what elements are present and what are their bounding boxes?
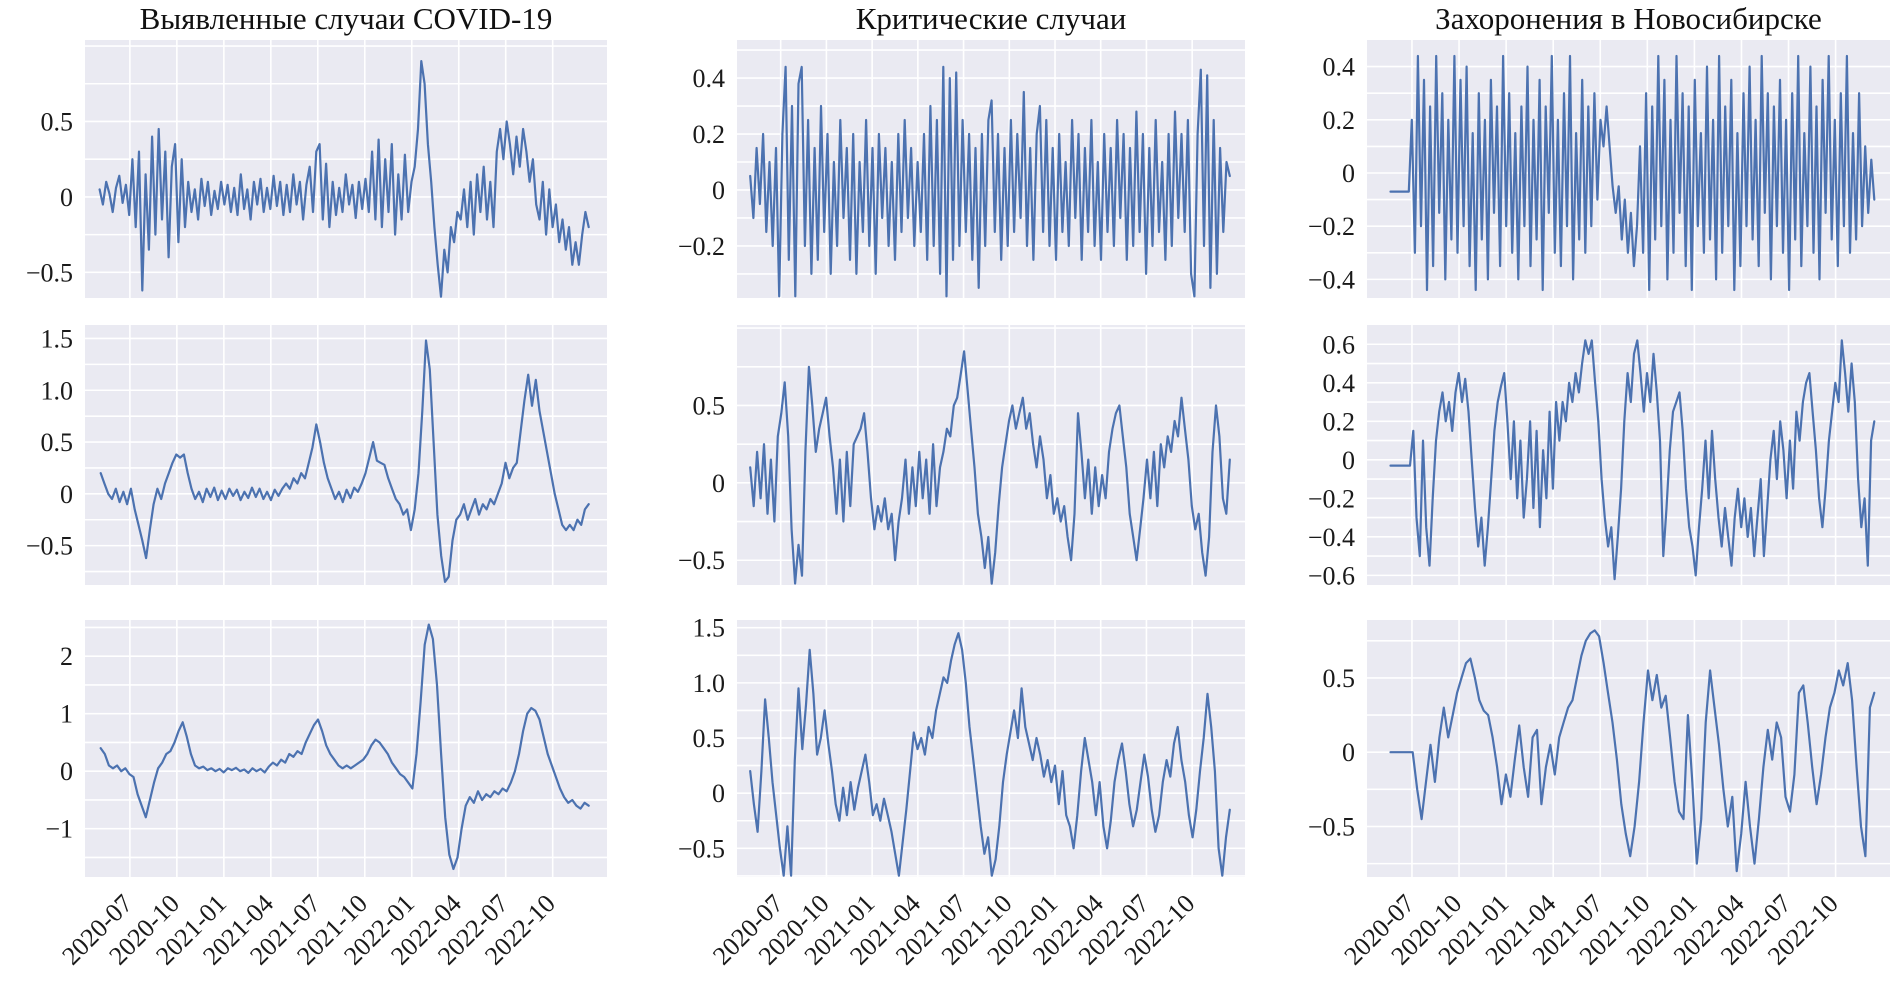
axes-background	[737, 620, 1245, 877]
y-tick-labels: 0.4 0.2 0 −0.2	[678, 64, 725, 261]
svg-text:0.5: 0.5	[693, 391, 726, 420]
axes-background	[85, 620, 607, 877]
time-series-line	[99, 623, 590, 871]
axes-background	[85, 325, 607, 585]
svg-text:−0.5: −0.5	[678, 546, 725, 575]
svg-text:1.0: 1.0	[693, 669, 726, 698]
svg-text:−0.5: −0.5	[26, 532, 73, 561]
svg-text:−1: −1	[45, 815, 73, 844]
grid-lines	[85, 620, 607, 877]
svg-text:0.2: 0.2	[1323, 407, 1356, 436]
svg-text:0.2: 0.2	[1323, 106, 1356, 135]
plot-critical-row3: 1.5 1.0 0.5 0 −0.5	[607, 614, 1245, 877]
grid-lines	[85, 40, 607, 298]
svg-text:0.5: 0.5	[1323, 664, 1356, 693]
svg-text:−0.2: −0.2	[1308, 484, 1355, 513]
svg-text:0: 0	[712, 779, 725, 808]
svg-text:0: 0	[712, 469, 725, 498]
y-tick-labels: 0.6 0.4 0.2 0 −0.2 −0.4 −0.6	[1308, 330, 1355, 590]
plot-burials-row3: 0.5 0 −0.5	[1245, 620, 1890, 877]
x-tick-labels: 2020-072020-102021-012021-042021-072021-…	[1338, 889, 1843, 971]
svg-text:1: 1	[60, 700, 73, 729]
plot-burials-row1: 0.4 0.2 0 −0.2 −0.4	[1245, 40, 1890, 298]
x-axis-critical: 2020-07 2020-10 2021-01 2021-04 2021-07 2021-…	[707, 877, 1245, 990]
svg-text:−0.4: −0.4	[1308, 523, 1355, 552]
svg-text:0: 0	[1342, 159, 1355, 188]
svg-text:0: 0	[60, 480, 73, 509]
panel-title-burials: Захоронения в Новосибирске	[1435, 1, 1822, 36]
svg-text:2: 2	[60, 642, 73, 671]
x-tick-labels: 2020-072020-102021-012021-042021-072021-…	[56, 889, 561, 971]
svg-text:1.0: 1.0	[41, 376, 74, 405]
y-tick-labels: 2 1 0 −1	[45, 642, 73, 843]
plot-critical-row2: 0.5 0 −0.5	[607, 325, 1245, 585]
y-tick-labels: 1.5 1.0 0.5 0 −0.5	[678, 614, 725, 864]
svg-text:0.5: 0.5	[41, 428, 74, 457]
axes-background	[1367, 325, 1890, 585]
x-axis-cases: 2020-07 2020-10 2021-01 2021-04 2021-07 2021-…	[56, 877, 607, 990]
svg-text:1.5: 1.5	[41, 324, 74, 353]
time-series-line	[1389, 54, 1876, 292]
svg-text:0: 0	[1342, 446, 1355, 475]
time-series-line	[1389, 339, 1876, 581]
svg-text:−0.2: −0.2	[678, 232, 725, 261]
svg-text:0: 0	[1342, 738, 1355, 767]
x-tick-labels: 2020-072020-102021-012021-042021-072021-…	[707, 889, 1200, 971]
axes-background	[737, 325, 1245, 585]
plot-cases-row3: 2 1 0 −1	[0, 620, 607, 877]
svg-text:0: 0	[60, 757, 73, 786]
y-tick-labels: 1.5 1.0 0.5 0 −0.5	[26, 324, 73, 560]
plot-cases-row1: 0.5 0 −0.5	[0, 40, 607, 298]
y-tick-labels: 0.4 0.2 0 −0.2 −0.4	[1308, 53, 1355, 295]
svg-text:−0.6: −0.6	[1308, 561, 1355, 590]
x-axis-burials: 2020-07 2020-10 2021-01 2021-04 2021-07 2021-…	[1338, 877, 1890, 990]
plot-cases-row2: 1.5 1.0 0.5 0 −0.5	[0, 324, 607, 585]
y-tick-labels: 0.5 0 −0.5	[678, 391, 725, 575]
svg-text:1.5: 1.5	[693, 614, 726, 643]
svg-text:0: 0	[712, 176, 725, 205]
grid-lines	[1367, 325, 1890, 585]
panel-title-critical: Критические случаи	[855, 1, 1127, 36]
svg-text:0.6: 0.6	[1323, 330, 1356, 359]
y-tick-labels: 0.5 0 −0.5	[1308, 664, 1355, 842]
y-tick-labels: 0.5 0 −0.5	[26, 107, 73, 287]
svg-text:−0.4: −0.4	[1308, 265, 1355, 294]
svg-text:0: 0	[60, 183, 73, 212]
svg-text:−0.5: −0.5	[1308, 812, 1355, 841]
plot-burials-row2: 0.6 0.4 0.2 0 −0.2 −0.4 −0.6	[1245, 325, 1890, 590]
svg-text:0.4: 0.4	[1323, 369, 1356, 398]
time-series-line	[749, 632, 1231, 877]
time-series-line	[749, 350, 1231, 585]
grid-lines	[1367, 620, 1890, 877]
time-series-line	[98, 60, 590, 298]
panel-title-cases: Выявленные случаи COVID-19	[139, 1, 553, 36]
svg-text:0.5: 0.5	[41, 107, 74, 136]
svg-text:0.4: 0.4	[693, 64, 726, 93]
axes-background	[1367, 620, 1890, 877]
time-series-line	[99, 339, 590, 583]
svg-text:0.4: 0.4	[1323, 53, 1356, 82]
time-series-line	[749, 65, 1231, 298]
svg-text:−0.2: −0.2	[1308, 212, 1355, 241]
svg-text:−0.5: −0.5	[26, 258, 73, 287]
svg-text:0.5: 0.5	[693, 724, 726, 753]
svg-text:0.2: 0.2	[693, 120, 726, 149]
plot-critical-row1: 0.4 0.2 0 −0.2	[607, 40, 1245, 298]
time-series-line	[1389, 629, 1876, 873]
svg-text:−0.5: −0.5	[678, 834, 725, 863]
